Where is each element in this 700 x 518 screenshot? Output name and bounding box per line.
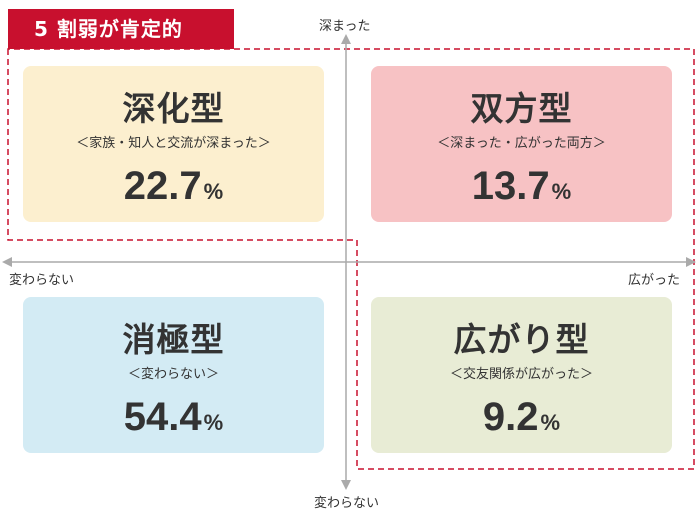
axis-label-right: 広がった xyxy=(628,273,681,288)
axis-label-bottom: 変わらない xyxy=(314,496,380,511)
quadrant-value: 22.7% xyxy=(123,164,224,208)
quadrant-description: ＜交友関係が広がった＞ xyxy=(449,367,593,382)
quadrant-value: 54.4% xyxy=(123,395,224,439)
vertical-axis-arrow-up xyxy=(341,34,351,44)
quadrant-title: 深化型 xyxy=(122,89,225,128)
summary-banner: 5 割弱が肯定的 xyxy=(8,9,234,49)
axis-label-left: 変わらない xyxy=(9,273,75,288)
quadrant-description: ＜変わらない＞ xyxy=(127,367,219,382)
quadrant-description: ＜深まった・広がった両方＞ xyxy=(437,136,606,151)
quadrant-description: ＜家族・知人と交流が深まった＞ xyxy=(76,136,271,151)
axis-label-top: 深まった xyxy=(319,19,371,34)
vertical-axis-arrow-down xyxy=(341,480,351,490)
quadrant-card-expanding: 広がり型 ＜交友関係が広がった＞ 9.2% xyxy=(371,297,672,453)
quadrant-title: 双方型 xyxy=(470,89,573,128)
horizontal-axis-arrow-left xyxy=(2,257,12,267)
quadrant-title: 消極型 xyxy=(122,320,225,359)
quadrant-card-both: 双方型 ＜深まった・広がった両方＞ 13.7% xyxy=(371,66,672,222)
quadrant-value: 9.2% xyxy=(482,395,561,439)
horizontal-axis-arrow-right xyxy=(686,257,696,267)
quadrant-value: 13.7% xyxy=(471,164,572,208)
quadrant-title: 広がり型 xyxy=(453,320,590,359)
quadrant-card-passive: 消極型 ＜変わらない＞ 54.4% xyxy=(23,297,324,453)
quadrant-card-deepening: 深化型 ＜家族・知人と交流が深まった＞ 22.7% xyxy=(23,66,324,222)
